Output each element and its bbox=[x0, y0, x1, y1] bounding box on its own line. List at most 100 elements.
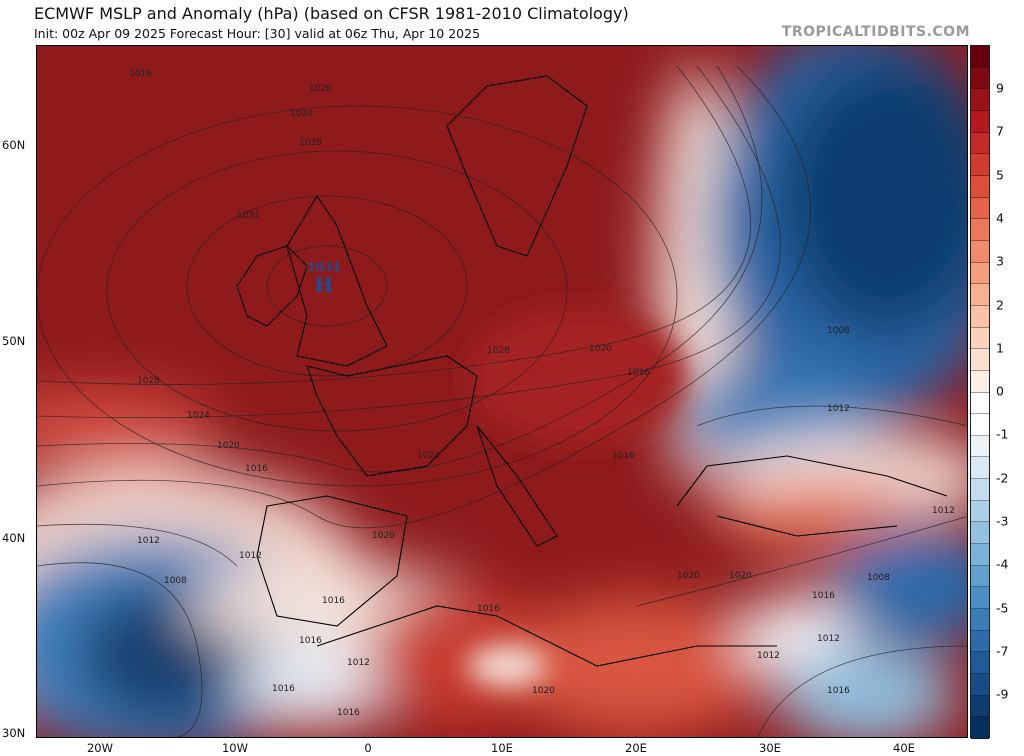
isobar-label: 1012 bbox=[239, 551, 262, 561]
colorbar-label: 3 bbox=[996, 253, 1004, 269]
isobar-label: 1012 bbox=[347, 658, 370, 668]
coastlines bbox=[236, 75, 948, 667]
isobar-label: 1012 bbox=[137, 536, 160, 546]
colorbar-bin bbox=[971, 110, 989, 133]
colorbar-label: -7 bbox=[996, 643, 1009, 659]
colorbar-label: 5 bbox=[996, 167, 1004, 183]
lon-label: 40E bbox=[893, 741, 915, 755]
colorbar-bin bbox=[971, 609, 989, 631]
colorbar-label: 7 bbox=[996, 123, 1004, 139]
colorbar bbox=[970, 45, 990, 739]
colorbar-bin bbox=[971, 219, 989, 241]
isobar-label: 1016 bbox=[477, 604, 500, 614]
lon-label: 20E bbox=[625, 741, 647, 755]
isobar-label: 1008 bbox=[867, 573, 890, 583]
colorbar-bin bbox=[971, 479, 989, 501]
lon-label: 10W bbox=[221, 741, 249, 755]
colorbar-bin bbox=[971, 284, 989, 306]
colorbar-bin bbox=[971, 132, 989, 155]
isobar-label: 1016 bbox=[812, 591, 835, 601]
map-subtitle: Init: 00z Apr 09 2025 Forecast Hour: [30… bbox=[34, 26, 481, 41]
isobar-label: 1032 bbox=[237, 211, 260, 221]
isobars bbox=[37, 65, 967, 737]
colorbar-bin bbox=[971, 565, 989, 588]
colorbar-bin bbox=[971, 522, 989, 545]
lat-label: 40N bbox=[2, 531, 26, 545]
colorbar-label: 0 bbox=[996, 383, 1004, 399]
high-pressure-label: 1034 H bbox=[307, 260, 340, 296]
isobar-label: 1016 bbox=[827, 686, 850, 696]
isobar-label: 1016 bbox=[129, 69, 152, 79]
lon-label: 30E bbox=[759, 741, 781, 755]
anomaly-field bbox=[37, 46, 967, 737]
colorbar-bin bbox=[971, 717, 989, 739]
colorbar-label: 1 bbox=[996, 340, 1004, 356]
colorbar-label: -1 bbox=[996, 426, 1009, 442]
isobar-label: 1008 bbox=[164, 576, 187, 586]
colorbar-label: -3 bbox=[996, 513, 1009, 529]
colorbar-bin bbox=[971, 652, 989, 675]
isobar-label: 1020 bbox=[677, 571, 700, 581]
isobar-label: 1020 bbox=[532, 686, 555, 696]
isobar-label: 1012 bbox=[817, 634, 840, 644]
isobar-label: 1024 bbox=[290, 109, 313, 119]
colorbar-label: -2 bbox=[996, 470, 1009, 486]
isobar-label: 1016 bbox=[322, 596, 345, 606]
lon-label: 10E bbox=[491, 741, 513, 755]
lat-label: 60N bbox=[2, 138, 26, 152]
colorbar-bin bbox=[971, 630, 989, 653]
colorbar-bin bbox=[971, 197, 989, 220]
colorbar-bin bbox=[971, 154, 989, 176]
colorbar-bin bbox=[971, 370, 989, 393]
lat-label: 30N bbox=[2, 726, 26, 740]
colorbar-bin bbox=[971, 262, 989, 285]
isobar-label: 1012 bbox=[757, 651, 780, 661]
map-title: ECMWF MSLP and Anomaly (hPa) (based on C… bbox=[34, 4, 629, 23]
colorbar-bin bbox=[971, 175, 989, 198]
isobar-label: 1020 bbox=[729, 571, 752, 581]
isobar-label: 1012 bbox=[932, 506, 955, 516]
lat-label: 50N bbox=[2, 334, 26, 348]
high-pressure-symbol: H bbox=[314, 273, 334, 297]
colorbar-bin bbox=[971, 305, 989, 328]
isobar-label: 1016 bbox=[272, 684, 295, 694]
lon-label: 0 bbox=[364, 741, 372, 755]
isobar-label: 1008 bbox=[827, 326, 850, 336]
colorbar-label: -5 bbox=[996, 600, 1009, 616]
colorbar-bin bbox=[971, 240, 989, 263]
colorbar-bin bbox=[971, 46, 989, 68]
isobar-label: 1020 bbox=[309, 84, 332, 94]
colorbar-label: 9 bbox=[996, 80, 1004, 96]
colorbar-bin bbox=[971, 674, 989, 696]
isobar-label: 1016 bbox=[245, 464, 268, 474]
brand-watermark: TROPICALTIDBITS.COM bbox=[781, 24, 970, 40]
isobar-label: 1024 bbox=[417, 451, 440, 461]
colorbar-bin bbox=[971, 89, 989, 111]
colorbar-bin bbox=[971, 695, 989, 718]
colorbar-bin bbox=[971, 544, 989, 566]
isobar-label: 1028 bbox=[299, 138, 322, 148]
isobar-label: 1012 bbox=[827, 404, 850, 414]
isobar-label: 1016 bbox=[627, 368, 650, 378]
colorbar-label: -9 bbox=[996, 686, 1009, 702]
colorbar-bin bbox=[971, 67, 989, 90]
isobar-label: 1028 bbox=[137, 376, 160, 386]
colorbar-bin bbox=[971, 587, 989, 610]
isobar-label: 1028 bbox=[487, 346, 510, 356]
colorbar-bin bbox=[971, 349, 989, 371]
high-pressure-value: 1034 bbox=[307, 260, 341, 274]
isobar-label: 1020 bbox=[217, 441, 240, 451]
isobar-label: 1016 bbox=[299, 636, 322, 646]
colorbar-bin bbox=[971, 327, 989, 350]
isobar-label: 1020 bbox=[589, 344, 612, 354]
isobar-label: 1016 bbox=[337, 708, 360, 718]
colorbar-label: 2 bbox=[996, 297, 1004, 312]
colorbar-label: -4 bbox=[996, 556, 1009, 572]
isobar-label: 1016 bbox=[612, 451, 635, 461]
isobar-labels: 1016 1020 1024 1028 1032 1028 1024 1020 1016 1012… bbox=[37, 46, 967, 737]
isobar-label: 1024 bbox=[187, 411, 210, 421]
isobar-label: 1020 bbox=[372, 531, 395, 541]
colorbar-label: 4 bbox=[996, 210, 1004, 226]
colorbar-bin bbox=[971, 414, 989, 436]
colorbar-bin bbox=[971, 500, 989, 523]
